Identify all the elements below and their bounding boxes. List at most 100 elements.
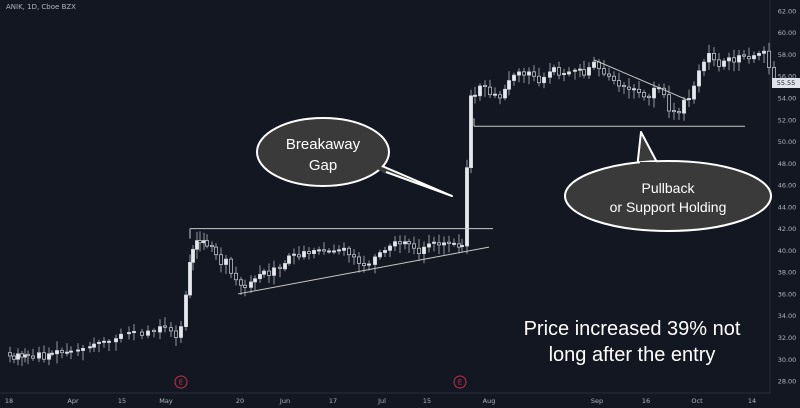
y-tick-label: 30.00: [778, 356, 797, 364]
candle-body: [692, 85, 696, 100]
candle-body: [432, 241, 436, 244]
y-tick-label: 40.00: [778, 247, 797, 255]
x-tick-label: 14: [748, 397, 756, 405]
candle-body: [737, 55, 741, 63]
candle-body: [253, 278, 257, 283]
y-tick-label: 60.00: [778, 29, 797, 37]
callout-line: or Support Holding: [610, 199, 727, 215]
candle: [498, 91, 502, 105]
candle: [469, 89, 473, 174]
candle-body: [582, 69, 586, 76]
y-tick-label: 54.00: [778, 94, 797, 102]
candle: [253, 275, 257, 291]
candle: [452, 238, 456, 247]
candle-body: [191, 248, 195, 263]
candle: [465, 159, 469, 255]
candle-body: [378, 252, 382, 258]
trendlines: [189, 59, 745, 295]
candle: [552, 64, 556, 76]
candle: [31, 348, 35, 361]
candle-body: [412, 243, 416, 249]
candle: [432, 236, 436, 252]
candle: [195, 231, 199, 259]
candle: [388, 243, 392, 258]
candle: [460, 238, 464, 253]
candle: [493, 87, 497, 99]
candle-body: [517, 71, 521, 76]
candle-body: [607, 73, 611, 77]
candle: [342, 242, 346, 256]
candle-body: [140, 331, 144, 336]
candle: [398, 235, 402, 253]
candle-body: [383, 250, 387, 253]
candle: [16, 348, 20, 366]
candle: [503, 84, 507, 101]
candle: [737, 49, 741, 71]
candle: [362, 255, 366, 273]
candle-body: [562, 73, 566, 76]
candle-body: [188, 262, 192, 296]
candle: [757, 50, 761, 61]
candle-body: [262, 270, 266, 275]
candle: [717, 53, 721, 72]
candle: [447, 235, 451, 253]
candle: [184, 290, 188, 331]
candle-body: [403, 241, 407, 245]
candle-body: [278, 266, 282, 269]
candle-body: [578, 68, 582, 71]
candle-body: [312, 250, 316, 255]
candle: [224, 254, 228, 275]
candle-body: [647, 95, 651, 98]
candle: [672, 102, 676, 120]
candle: [239, 276, 243, 295]
candle-body: [184, 294, 188, 327]
earnings-marker-aug[interactable]: E: [453, 375, 467, 389]
candle: [732, 49, 736, 72]
candle-body: [119, 333, 123, 339]
candle-body: [267, 270, 271, 276]
candle: [292, 248, 296, 265]
candle-body: [65, 351, 69, 354]
x-tick-label: Oct: [691, 397, 703, 405]
candle-body: [132, 331, 136, 334]
candle-body: [292, 253, 296, 256]
candle-body: [249, 281, 253, 288]
x-tick-label: 17: [329, 397, 337, 405]
candle: [12, 352, 16, 364]
candle-body: [642, 92, 646, 98]
candle: [483, 80, 487, 97]
candle-body: [302, 251, 306, 258]
candle-body: [272, 267, 276, 276]
candle: [132, 324, 136, 341]
symbol-label[interactable]: ANIK, 1D, Cboe BZX: [6, 3, 76, 11]
callout-line: Gap: [309, 157, 337, 174]
candle: [229, 256, 233, 279]
candle: [627, 78, 631, 99]
candle: [357, 252, 361, 273]
candle-body: [42, 352, 46, 360]
candle: [191, 245, 195, 271]
candle-body: [174, 330, 178, 338]
candle: [592, 56, 596, 70]
candle: [747, 47, 751, 64]
candle: [347, 245, 351, 263]
candle: [442, 236, 446, 255]
x-tick-label: 15: [118, 397, 126, 405]
candle-body: [234, 272, 238, 281]
candle: [262, 268, 266, 278]
candle-body: [722, 60, 726, 67]
candle: [37, 346, 41, 363]
candle-body: [587, 67, 591, 76]
pullback-downtrend-line[interactable]: [593, 59, 689, 101]
candle-body: [417, 247, 421, 255]
consolidation-support-line[interactable]: [237, 246, 490, 295]
pullback-callout: Pullback or Support Holding: [564, 131, 772, 232]
earnings-marker-may[interactable]: E: [174, 375, 188, 389]
candle: [102, 336, 106, 348]
candle-body: [114, 338, 118, 343]
candle-body: [357, 256, 361, 264]
candle: [532, 65, 536, 82]
candle-body: [503, 88, 507, 99]
